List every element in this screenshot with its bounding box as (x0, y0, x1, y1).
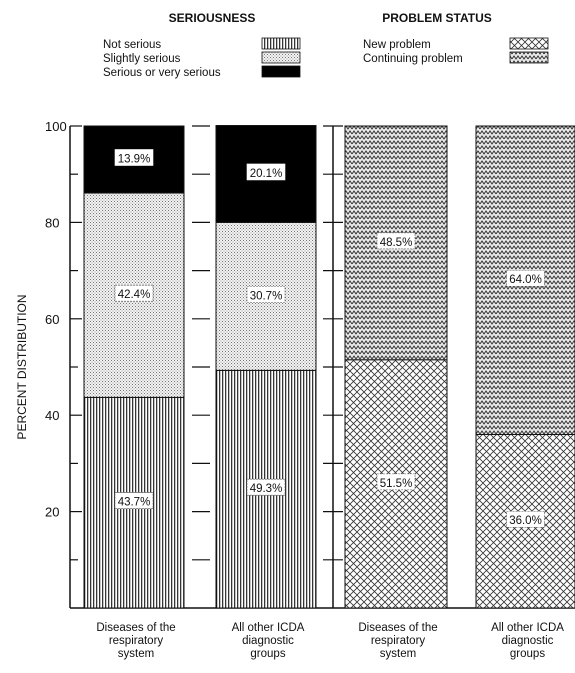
y-axis-label: PERCENT DISTRIBUTION (15, 294, 29, 439)
category-label: groups (510, 648, 545, 660)
data-label-box (246, 478, 286, 496)
category-label: respiratory (109, 635, 164, 647)
category-label: All other ICDA (232, 622, 305, 634)
legend-swatch (261, 37, 301, 50)
category-label: system (118, 648, 154, 660)
legend-swatch (261, 65, 301, 78)
category-label: system (380, 648, 416, 660)
data-label: 51.5% (380, 478, 413, 490)
category-label: Diseases of the (358, 622, 437, 634)
legend-label: Not serious (103, 39, 161, 51)
data-label: 49.3% (250, 483, 283, 495)
legend-swatch (261, 51, 301, 64)
legend-label: Continuing problem (363, 53, 463, 65)
category-label: diagnostic (502, 635, 554, 647)
y-tick-label: 40 (45, 408, 59, 423)
data-label-box (246, 163, 286, 181)
legend-label: New problem (363, 39, 431, 51)
data-label-box (376, 473, 416, 491)
data-label: 64.0% (509, 274, 542, 286)
panel-title: SERIOUSNESS (169, 11, 256, 25)
legend-swatch (509, 37, 549, 50)
y-tick-label: 80 (45, 215, 59, 230)
y-tick-label: 60 (45, 312, 59, 327)
data-label: 13.9% (118, 153, 151, 165)
y-tick-label: 20 (45, 505, 59, 520)
data-label-box (114, 284, 154, 302)
legend-label: Serious or very serious (103, 67, 221, 79)
data-label: 48.5% (380, 237, 413, 249)
data-label-box (506, 269, 545, 287)
data-label: 20.1% (250, 168, 283, 180)
category-label: All other ICDA (491, 622, 564, 634)
data-label-box (114, 492, 154, 509)
category-label: groups (250, 648, 285, 660)
data-label-box (506, 510, 545, 528)
data-label: 43.7% (118, 497, 151, 509)
data-label-box (376, 232, 416, 250)
legend-label: Slightly serious (103, 53, 181, 65)
data-label: 36.0% (509, 515, 542, 527)
data-label: 42.4% (118, 289, 151, 301)
panel-title: PROBLEM STATUS (382, 11, 492, 25)
category-label: Diseases of the (96, 622, 175, 634)
category-label: respiratory (371, 635, 426, 647)
y-tick-label: 100 (45, 119, 67, 134)
data-label-box (246, 286, 286, 303)
data-label: 30.7% (250, 290, 283, 302)
category-label: diagnostic (242, 635, 294, 647)
data-label-box (114, 149, 154, 166)
legend-swatch (509, 51, 549, 64)
